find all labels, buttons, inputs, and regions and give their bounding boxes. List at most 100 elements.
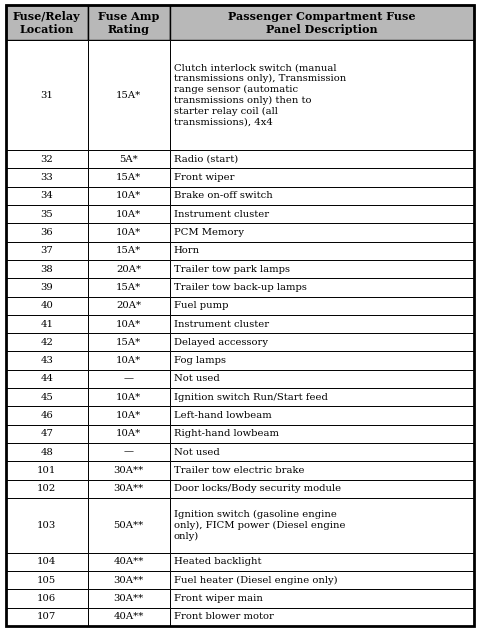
Text: 103: 103 (37, 521, 56, 530)
Bar (170, 205, 474, 223)
Text: Trailer tow park lamps: Trailer tow park lamps (174, 264, 289, 274)
Text: Ignition switch (gasoline engine
only), FICM power (Diesel engine
only): Ignition switch (gasoline engine only), … (174, 510, 345, 541)
Text: Heated backlight: Heated backlight (174, 557, 261, 567)
Text: Radio (start): Radio (start) (174, 155, 238, 164)
Bar (170, 333, 474, 351)
Text: Passenger Compartment Fuse
Panel Description: Passenger Compartment Fuse Panel Descrip… (228, 11, 416, 35)
Text: Front wiper: Front wiper (174, 173, 234, 182)
Bar (88, 187, 170, 205)
Text: Delayed accessory: Delayed accessory (174, 338, 267, 347)
Bar (170, 260, 474, 278)
Text: 105: 105 (37, 575, 56, 585)
Bar (88, 406, 170, 425)
Text: 37: 37 (40, 246, 53, 256)
Bar (88, 388, 170, 406)
Bar (6, 205, 88, 223)
Bar (88, 425, 170, 443)
Text: 41: 41 (40, 319, 53, 329)
Bar (170, 461, 474, 480)
Text: 42: 42 (40, 338, 53, 347)
Text: 20A*: 20A* (116, 301, 141, 310)
Text: 32: 32 (40, 155, 53, 164)
Bar (170, 40, 474, 150)
Bar (88, 242, 170, 260)
Text: Brake on-off switch: Brake on-off switch (174, 191, 272, 201)
Text: 107: 107 (37, 612, 56, 622)
Text: Fuse/Relay
Location: Fuse/Relay Location (13, 11, 81, 35)
Text: 46: 46 (40, 411, 53, 420)
Text: 40: 40 (40, 301, 53, 310)
Bar (88, 315, 170, 333)
Text: —: — (124, 374, 134, 384)
Text: 106: 106 (37, 594, 56, 603)
Bar (170, 553, 474, 571)
Text: —: — (124, 447, 134, 457)
Bar (88, 480, 170, 498)
Text: 104: 104 (37, 557, 57, 567)
Bar (88, 351, 170, 370)
Bar (88, 260, 170, 278)
Text: 43: 43 (40, 356, 53, 365)
Bar (170, 443, 474, 461)
Bar (88, 571, 170, 589)
Text: 15A*: 15A* (116, 173, 142, 182)
Text: 101: 101 (37, 466, 57, 475)
Text: Left-hand lowbeam: Left-hand lowbeam (174, 411, 271, 420)
Text: Trailer tow electric brake: Trailer tow electric brake (174, 466, 304, 475)
Bar (170, 351, 474, 370)
Bar (6, 425, 88, 443)
Bar (88, 498, 170, 553)
Bar (6, 223, 88, 242)
Text: 45: 45 (40, 392, 53, 402)
Bar (170, 5, 474, 40)
Bar (6, 406, 88, 425)
Text: 44: 44 (40, 374, 53, 384)
Bar (6, 461, 88, 480)
Text: Horn: Horn (174, 246, 200, 256)
Bar (170, 297, 474, 315)
Text: 30A**: 30A** (114, 575, 144, 585)
Bar (170, 370, 474, 388)
Bar (88, 40, 170, 150)
Bar (170, 608, 474, 626)
Bar (6, 40, 88, 150)
Text: 36: 36 (40, 228, 53, 237)
Bar (6, 498, 88, 553)
Bar (6, 278, 88, 297)
Text: 15A*: 15A* (116, 91, 142, 100)
Text: Front wiper main: Front wiper main (174, 594, 263, 603)
Bar (6, 370, 88, 388)
Text: Fuse Amp
Rating: Fuse Amp Rating (98, 11, 159, 35)
Text: 33: 33 (40, 173, 53, 182)
Bar (170, 406, 474, 425)
Bar (88, 5, 170, 40)
Text: 15A*: 15A* (116, 246, 142, 256)
Bar (170, 168, 474, 187)
Text: 30A**: 30A** (114, 466, 144, 475)
Text: 10A*: 10A* (116, 429, 142, 439)
Bar (170, 315, 474, 333)
Text: Ignition switch Run/Start feed: Ignition switch Run/Start feed (174, 392, 327, 402)
Bar (88, 589, 170, 608)
Text: Fuel pump: Fuel pump (174, 301, 228, 310)
Text: 10A*: 10A* (116, 191, 142, 201)
Text: Not used: Not used (174, 447, 219, 457)
Bar (6, 388, 88, 406)
Bar (88, 150, 170, 168)
Bar (88, 608, 170, 626)
Text: Not used: Not used (174, 374, 219, 384)
Bar (88, 370, 170, 388)
Bar (6, 351, 88, 370)
Bar (88, 553, 170, 571)
Bar (6, 571, 88, 589)
Text: 15A*: 15A* (116, 338, 142, 347)
Text: 34: 34 (40, 191, 53, 201)
Bar (170, 150, 474, 168)
Bar (6, 150, 88, 168)
Bar (6, 589, 88, 608)
Bar (170, 425, 474, 443)
Text: Clutch interlock switch (manual
transmissions only), Transmission
range sensor (: Clutch interlock switch (manual transmis… (174, 64, 346, 127)
Text: 35: 35 (40, 209, 53, 219)
Bar (88, 205, 170, 223)
Text: 47: 47 (40, 429, 53, 439)
